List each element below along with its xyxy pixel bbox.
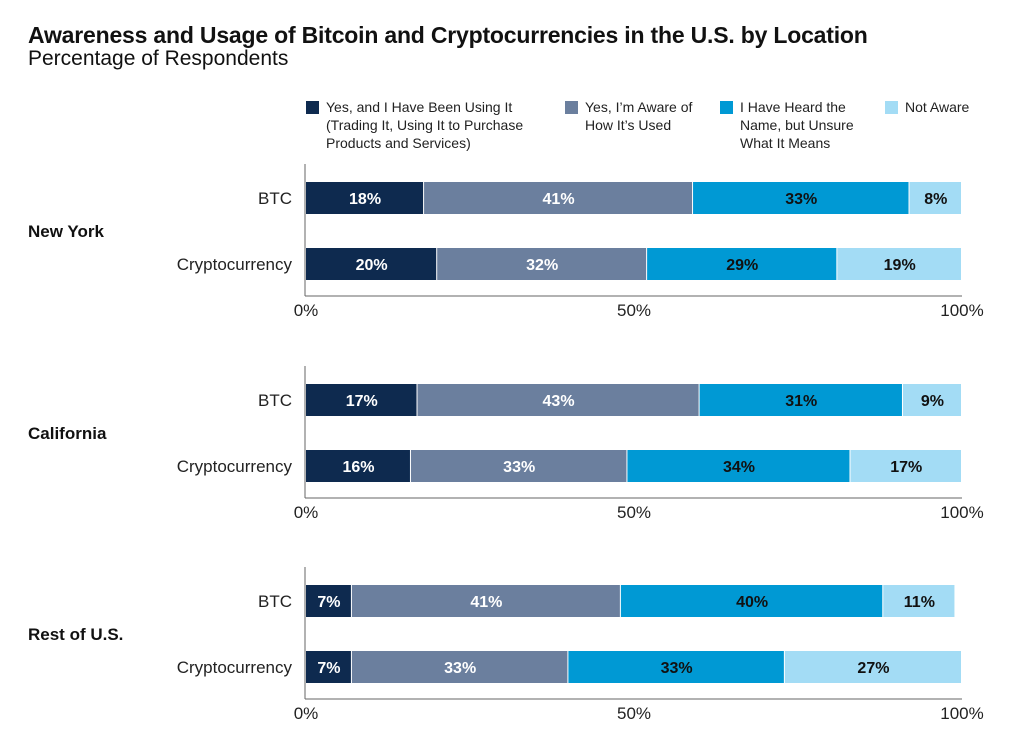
category-label: Cryptocurrency <box>177 658 293 677</box>
bar-segment <box>693 182 909 214</box>
legend-swatch <box>306 101 319 114</box>
legend-swatch <box>720 101 733 114</box>
data-label: 8% <box>924 191 947 208</box>
legend-item-aware: Yes, I’m Aware of How It’s Used <box>565 98 715 134</box>
bar-segment <box>306 182 424 214</box>
x-tick-label: 50% <box>617 704 651 723</box>
bar-segment <box>351 585 620 617</box>
legend-label: Yes, I’m Aware of How It’s Used <box>585 99 693 133</box>
legend-swatch <box>885 101 898 114</box>
bar-segment <box>410 450 627 482</box>
bar-segment <box>647 248 837 280</box>
legend-item-using: Yes, and I Have Been Using It (Trading I… <box>306 98 551 152</box>
data-label: 41% <box>543 191 575 208</box>
x-tick-label: 100% <box>940 704 983 723</box>
x-tick-label: 50% <box>617 301 651 320</box>
bar-segment <box>417 384 699 416</box>
x-tick-label: 100% <box>940 503 983 522</box>
category-label: BTC <box>258 189 292 208</box>
legend-item-not-aware: Not Aware <box>885 98 995 116</box>
data-label: 27% <box>857 660 889 677</box>
legend-label: I Have Heard the Name, but Unsure What I… <box>740 99 854 151</box>
data-label: 18% <box>349 191 381 208</box>
bar-segment <box>437 248 647 280</box>
data-label: 33% <box>785 191 817 208</box>
data-label: 34% <box>723 459 755 476</box>
data-label: 32% <box>526 257 558 274</box>
legend: Yes, and I Have Been Using It (Trading I… <box>0 98 1024 158</box>
bar-segment <box>902 384 961 416</box>
category-label: Cryptocurrency <box>177 255 293 274</box>
bar-segment <box>306 384 417 416</box>
legend-swatch <box>565 101 578 114</box>
bar-segment <box>909 182 961 214</box>
bar-segment <box>306 248 437 280</box>
bar-segment <box>627 450 850 482</box>
bar-segment <box>784 651 961 683</box>
bar-segment <box>837 248 961 280</box>
data-label: 11% <box>904 594 935 611</box>
data-label: 41% <box>470 594 502 611</box>
legend-item-heard: I Have Heard the Name, but Unsure What I… <box>720 98 875 152</box>
x-tick-label: 50% <box>617 503 651 522</box>
bar-segment <box>424 182 693 214</box>
x-tick-label: 0% <box>294 503 319 522</box>
x-tick-label: 0% <box>294 704 319 723</box>
legend-label: Yes, and I Have Been Using It (Trading I… <box>326 99 524 151</box>
data-label: 19% <box>884 257 916 274</box>
data-label: 7% <box>317 594 340 611</box>
data-label: 40% <box>736 594 768 611</box>
data-label: 33% <box>444 660 476 677</box>
category-label: Cryptocurrency <box>177 457 293 476</box>
bar-segment <box>620 585 883 617</box>
data-label: 16% <box>342 459 374 476</box>
chart-title: Awareness and Usage of Bitcoin and Crypt… <box>28 22 868 48</box>
data-label: 33% <box>503 459 535 476</box>
bar-segment <box>883 585 955 617</box>
bar-segment <box>568 651 784 683</box>
bar-segment <box>351 651 568 683</box>
bar-segment <box>850 450 961 482</box>
legend-label: Not Aware <box>905 99 970 115</box>
bar-segment <box>306 585 351 617</box>
bar-segment <box>306 450 410 482</box>
data-label: 33% <box>661 660 693 677</box>
data-label: 9% <box>921 393 944 410</box>
data-label: 20% <box>356 257 388 274</box>
data-label: 43% <box>543 393 575 410</box>
data-label: 17% <box>346 393 378 410</box>
data-label: 7% <box>317 660 340 677</box>
data-label: 29% <box>726 257 758 274</box>
bar-segment <box>699 384 902 416</box>
bar-segment <box>306 651 351 683</box>
group-label: Rest of U.S. <box>28 625 123 644</box>
data-label: 31% <box>785 393 817 410</box>
x-tick-label: 0% <box>294 301 319 320</box>
data-label: 17% <box>890 459 922 476</box>
category-label: BTC <box>258 592 292 611</box>
x-tick-label: 100% <box>940 301 983 320</box>
chart-subtitle: Percentage of Respondents <box>28 47 289 70</box>
group-label: New York <box>28 222 104 241</box>
group-label: California <box>28 424 107 443</box>
category-label: BTC <box>258 391 292 410</box>
